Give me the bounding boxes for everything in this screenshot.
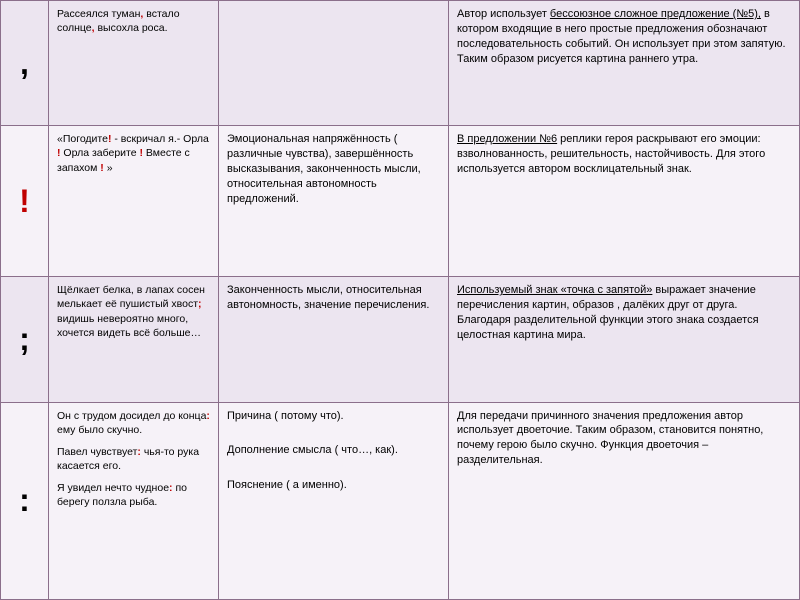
symbol-cell: ; bbox=[1, 277, 49, 402]
example-cell: Рассеялся туман, встало солнце, высохла … bbox=[49, 1, 219, 126]
table-row: ,Рассеялся туман, встало солнце, высохла… bbox=[1, 1, 800, 126]
example-cell: Он с трудом досидел до конца: ему было с… bbox=[49, 402, 219, 599]
author-cell: Для передачи причинного значения предлож… bbox=[449, 402, 800, 599]
example-cell: Щёлкает белка, в лапах сосен мелькает её… bbox=[49, 277, 219, 402]
example-cell: «Погодите! - вскричал я.- Орла ! Орла за… bbox=[49, 126, 219, 277]
author-cell: Используемый знак «точка с запятой» выра… bbox=[449, 277, 800, 402]
table-row: !«Погодите! - вскричал я.- Орла ! Орла з… bbox=[1, 126, 800, 277]
meaning-cell bbox=[219, 1, 449, 126]
table-row: :Он с трудом досидел до конца: ему было … bbox=[1, 402, 800, 599]
author-cell: Автор использует бессоюзное сложное пред… bbox=[449, 1, 800, 126]
meaning-cell: Эмоциональная напряжённость ( различные … bbox=[219, 126, 449, 277]
punctuation-table: ,Рассеялся туман, встало солнце, высохла… bbox=[0, 0, 800, 600]
symbol-cell: , bbox=[1, 1, 49, 126]
symbol-cell: : bbox=[1, 402, 49, 599]
meaning-cell: Причина ( потому что).Дополнение смысла … bbox=[219, 402, 449, 599]
symbol-cell: ! bbox=[1, 126, 49, 277]
table-row: ;Щёлкает белка, в лапах сосен мелькает е… bbox=[1, 277, 800, 402]
meaning-cell: Законченность мысли, относительная автон… bbox=[219, 277, 449, 402]
author-cell: В предложении №6 реплики героя раскрываю… bbox=[449, 126, 800, 277]
